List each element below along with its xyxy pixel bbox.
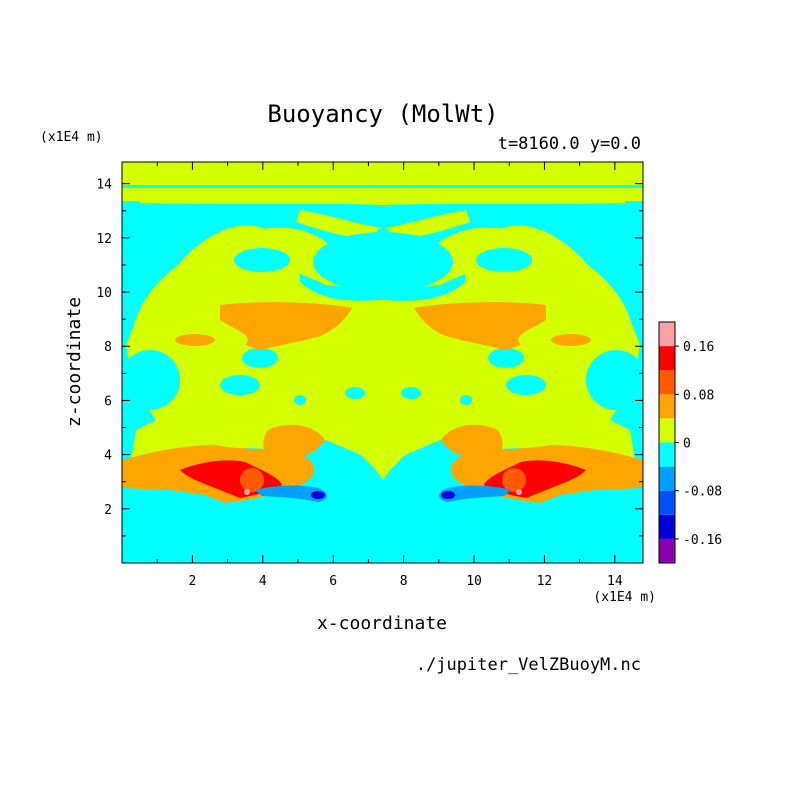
y-tick-label: 4 bbox=[104, 449, 112, 464]
colorbar-tick-label: -0.16 bbox=[683, 533, 722, 548]
y-tick-label: 2 bbox=[104, 503, 112, 518]
field-cyan-left-blob bbox=[220, 375, 260, 395]
colorbar-swatch bbox=[659, 442, 675, 467]
colorbar-tick-label: 0.08 bbox=[683, 388, 714, 403]
y-tick-label: 12 bbox=[96, 232, 112, 247]
field-cyan-dot-right bbox=[460, 395, 472, 405]
chart-title: Buoyancy (MolWt) bbox=[267, 100, 498, 128]
chart-subtitle: t=8160.0 y=0.0 bbox=[498, 134, 641, 154]
y-tick-label: 10 bbox=[96, 286, 112, 301]
x-tick-label: 12 bbox=[537, 574, 553, 589]
field-cyan-dome bbox=[313, 232, 453, 292]
field-cyan-right-mid bbox=[586, 350, 643, 410]
colorbar-swatch bbox=[659, 418, 675, 443]
plot-frame bbox=[121, 161, 644, 564]
x-tick-label: 2 bbox=[188, 574, 196, 589]
source-filename: ./jupiter_VelZBuoyM.nc bbox=[416, 655, 641, 675]
x-unit-label: (x1E4 m) bbox=[593, 590, 656, 605]
field-orange-left-streak bbox=[175, 334, 215, 346]
x-tick-label: 6 bbox=[329, 574, 337, 589]
colorbar-swatch bbox=[659, 394, 675, 419]
field-upper-arc bbox=[225, 227, 541, 290]
field-peak-left bbox=[244, 489, 250, 495]
y-axis-label: z-coordinate bbox=[64, 297, 85, 427]
field-red-left-core bbox=[240, 468, 264, 492]
field-orange-left bbox=[220, 302, 352, 350]
field-orange-right-lobe bbox=[441, 424, 503, 462]
y-tick-label: 6 bbox=[104, 394, 112, 409]
colorbar-swatch bbox=[659, 346, 675, 371]
x-tick-label: 10 bbox=[466, 574, 482, 589]
field-cyan-dot-top bbox=[377, 228, 389, 236]
colorbar: 0.16 0.08 0 -0.08 -0.16 bbox=[658, 321, 722, 564]
field-navy-right bbox=[441, 491, 455, 499]
colorbar-swatch bbox=[659, 538, 675, 563]
field-cyan-right-blob bbox=[506, 375, 546, 395]
colorbar-swatch bbox=[659, 514, 675, 539]
colorbar-swatch bbox=[659, 466, 675, 491]
field-cyan-center-left bbox=[345, 387, 365, 399]
field-red-right-core bbox=[502, 468, 526, 492]
colorbar-swatch bbox=[659, 322, 675, 347]
colorbar-tick-label: -0.08 bbox=[683, 485, 722, 500]
x-tick-label: 4 bbox=[259, 574, 267, 589]
field-orange-right-streak bbox=[551, 334, 591, 346]
colorbar-tick-label: 0.16 bbox=[683, 340, 714, 355]
y-unit-label: (x1E4 m) bbox=[40, 130, 103, 145]
field-cyan-center-right bbox=[401, 387, 421, 399]
field-cyan-left-top bbox=[234, 248, 290, 272]
field-peak-right bbox=[516, 489, 522, 495]
field-top-streak bbox=[140, 189, 625, 205]
field-cyan-dot-left bbox=[294, 395, 306, 405]
y-tick-label: 14 bbox=[96, 178, 112, 193]
field-top-band bbox=[122, 162, 643, 185]
field-cyan-right-blob-2 bbox=[488, 348, 524, 368]
field-orange-left-lobe bbox=[263, 424, 325, 462]
field-blue-right bbox=[439, 485, 511, 502]
y-tick-label: 8 bbox=[104, 340, 112, 355]
field-central-body bbox=[126, 225, 640, 480]
colorbar-tick-label: 0 bbox=[683, 437, 691, 452]
field-cyan-right-top bbox=[476, 248, 532, 272]
x-tick-label: 14 bbox=[607, 574, 623, 589]
plot-area: 2 4 6 8 10 12 14 2 4 6 8 10 12 14 bbox=[96, 161, 644, 589]
field-cyan-left-mid bbox=[122, 350, 180, 410]
colorbar-swatch bbox=[659, 490, 675, 515]
field-blue-left bbox=[255, 485, 327, 502]
field-upper-arc-2 bbox=[296, 210, 470, 240]
x-tick-label: 8 bbox=[400, 574, 408, 589]
colorbar-swatch bbox=[659, 370, 675, 395]
field-cyan-left-blob-2 bbox=[242, 348, 278, 368]
field-orange-right bbox=[414, 302, 546, 350]
x-axis-label: x-coordinate bbox=[317, 613, 447, 634]
field-navy-left bbox=[311, 491, 325, 499]
